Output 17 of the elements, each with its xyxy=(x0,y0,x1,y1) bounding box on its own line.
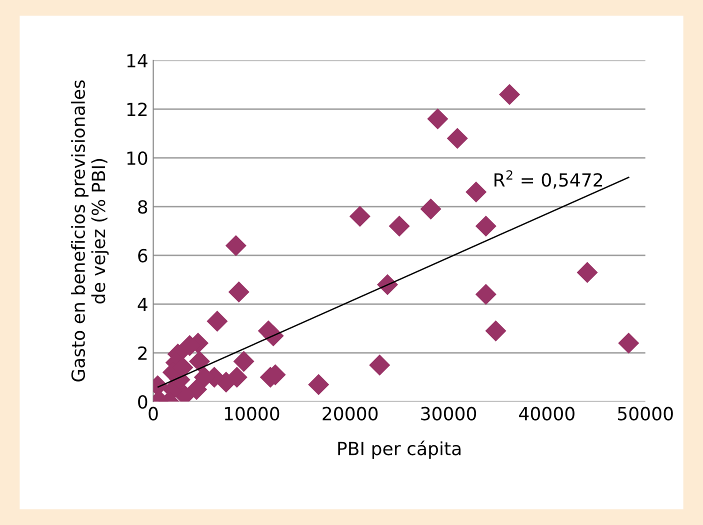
y-axis-title: Gasto en beneficios previsionales de vejez (% PBI) xyxy=(71,80,109,382)
y-tick-label: 0 xyxy=(138,395,148,409)
x-tick-label: 40000 xyxy=(519,406,574,420)
x-tick-label: 30000 xyxy=(421,406,476,420)
y-tick-label: 10 xyxy=(127,151,148,165)
x-axis-title: PBI per cápita xyxy=(338,440,461,459)
x-tick-label: 0 xyxy=(148,406,158,420)
y-tick-label: 8 xyxy=(138,200,148,214)
x-tick-label: 50000 xyxy=(618,406,673,420)
y-tick-label: 4 xyxy=(138,298,148,311)
x-tick-label: 10000 xyxy=(224,406,280,420)
annotation: R$^{2}$ = 0,5472 xyxy=(494,170,602,189)
y-tick-label: 12 xyxy=(127,102,147,116)
y-tick-label: 14 xyxy=(127,54,148,68)
y-tick-label: 6 xyxy=(138,248,148,262)
x-tick-label: 20000 xyxy=(322,406,378,420)
y-tick-label: 2 xyxy=(138,346,147,360)
